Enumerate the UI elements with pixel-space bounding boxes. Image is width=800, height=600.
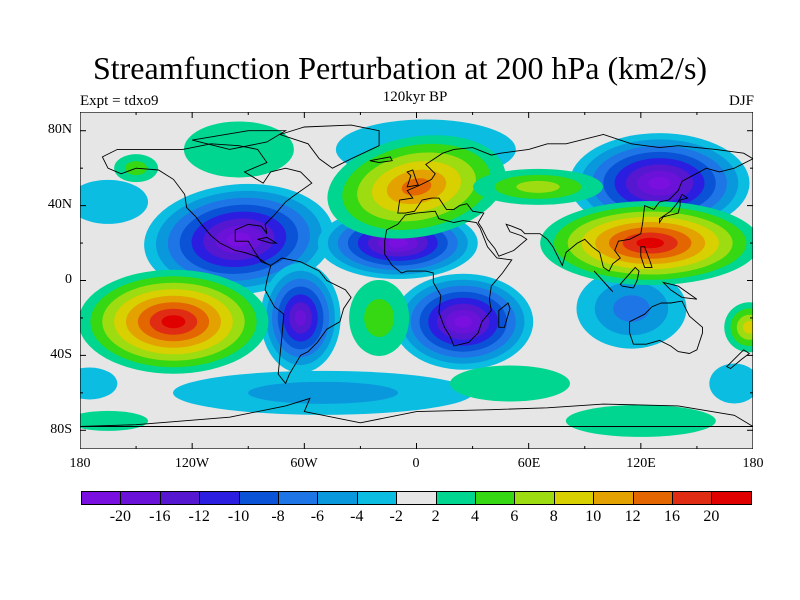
lon-label-120w: 120W — [174, 456, 210, 471]
colorbar-swatch — [238, 491, 279, 505]
contour-band — [227, 232, 251, 247]
lon-label-60w: 60W — [290, 456, 318, 471]
contour-band — [709, 363, 753, 404]
coastline — [369, 156, 393, 163]
contour-band — [613, 295, 650, 322]
lon-label-0: 0 — [412, 456, 420, 471]
colorbar-label: -16 — [149, 508, 171, 525]
colorbar-swatch — [632, 491, 673, 505]
colorbar-label: -8 — [271, 508, 285, 525]
contour-band — [565, 404, 716, 437]
streamfunction-map — [80, 112, 753, 449]
colorbar-swatch — [356, 491, 398, 505]
lat-label-80n: 80N — [47, 122, 72, 137]
lon-label-120e: 120E — [626, 456, 656, 471]
coastline — [384, 210, 513, 347]
coastline — [629, 300, 703, 354]
contour-band — [248, 381, 399, 404]
contour-band — [648, 176, 671, 190]
contour-band — [294, 310, 307, 326]
coastline — [264, 257, 352, 385]
colorbar-swatch — [435, 491, 476, 505]
coastline — [397, 134, 753, 272]
coastline — [278, 124, 380, 169]
season-label: DJF — [728, 93, 754, 109]
contour-band — [387, 238, 408, 248]
colorbar-swatch — [199, 491, 240, 505]
colorbar-swatch — [514, 491, 555, 505]
coastline — [640, 246, 653, 268]
colorbar-swatch — [672, 491, 713, 505]
contour-band — [636, 237, 664, 249]
lon-label-180w: 180 — [69, 456, 91, 471]
contour-band — [743, 321, 753, 334]
colorbar-label: -6 — [310, 508, 325, 525]
colorbar-swatch — [711, 491, 752, 505]
coastline — [619, 266, 640, 289]
colorbar-label: -10 — [227, 508, 250, 525]
coastline — [726, 349, 751, 370]
coastline — [192, 130, 288, 150]
colorbar-swatch — [278, 491, 319, 505]
lat-label-40s: 40S — [50, 347, 72, 362]
coastline — [101, 143, 313, 266]
colorbar-label: -12 — [188, 508, 210, 525]
coastline — [80, 397, 753, 427]
colorbar-swatch — [120, 491, 161, 505]
colorbar-label: 20 — [703, 508, 720, 525]
coastline — [659, 193, 689, 224]
colorbar-label: -4 — [350, 508, 364, 525]
coastline — [406, 169, 420, 188]
axis-ticks — [80, 112, 753, 449]
lon-label-60e: 60E — [517, 456, 541, 471]
coastlines — [80, 124, 753, 427]
contour-band — [161, 315, 186, 329]
colorbar-swatch — [553, 491, 595, 505]
coastline — [257, 236, 278, 244]
lon-label-180e: 180 — [742, 456, 764, 471]
colorbar-swatch — [317, 491, 358, 505]
contour-band — [516, 180, 560, 193]
contour-fields — [80, 119, 753, 437]
lat-label-80s: 80S — [50, 422, 72, 437]
experiment-label: Expt = tdxo9 — [80, 93, 159, 109]
coastline — [593, 270, 614, 293]
coastline — [498, 302, 511, 328]
colorbar-label: 2 — [431, 508, 440, 525]
contour-band — [80, 367, 118, 400]
period-label: 120kyr BP — [382, 89, 448, 105]
colorbar-label: 10 — [585, 508, 602, 525]
coastline — [661, 281, 698, 300]
colorbar-label: -2 — [389, 508, 403, 525]
contour-band — [183, 121, 294, 178]
colorbar-swatch — [593, 491, 634, 505]
colorbar-label: 12 — [624, 508, 641, 525]
colorbar-label: 16 — [664, 508, 680, 525]
contour-band — [364, 298, 395, 337]
colorbar-label: -20 — [109, 508, 132, 525]
lat-label-40n: 40N — [47, 197, 72, 212]
contour-band — [80, 179, 149, 224]
colorbar-swatch — [475, 491, 516, 505]
chart-title: Streamfunction Perturbation at 200 hPa (… — [92, 50, 708, 86]
contour-band — [454, 315, 472, 328]
colorbar-swatch — [159, 491, 201, 505]
colorbar-label: 4 — [471, 508, 479, 525]
colorbar-label: 6 — [510, 508, 519, 525]
colorbar-swatch — [396, 491, 437, 505]
colorbar-label: 8 — [549, 508, 558, 525]
colorbar-swatch — [81, 491, 122, 505]
lat-label-0: 0 — [65, 272, 72, 287]
contour-band — [449, 365, 570, 402]
